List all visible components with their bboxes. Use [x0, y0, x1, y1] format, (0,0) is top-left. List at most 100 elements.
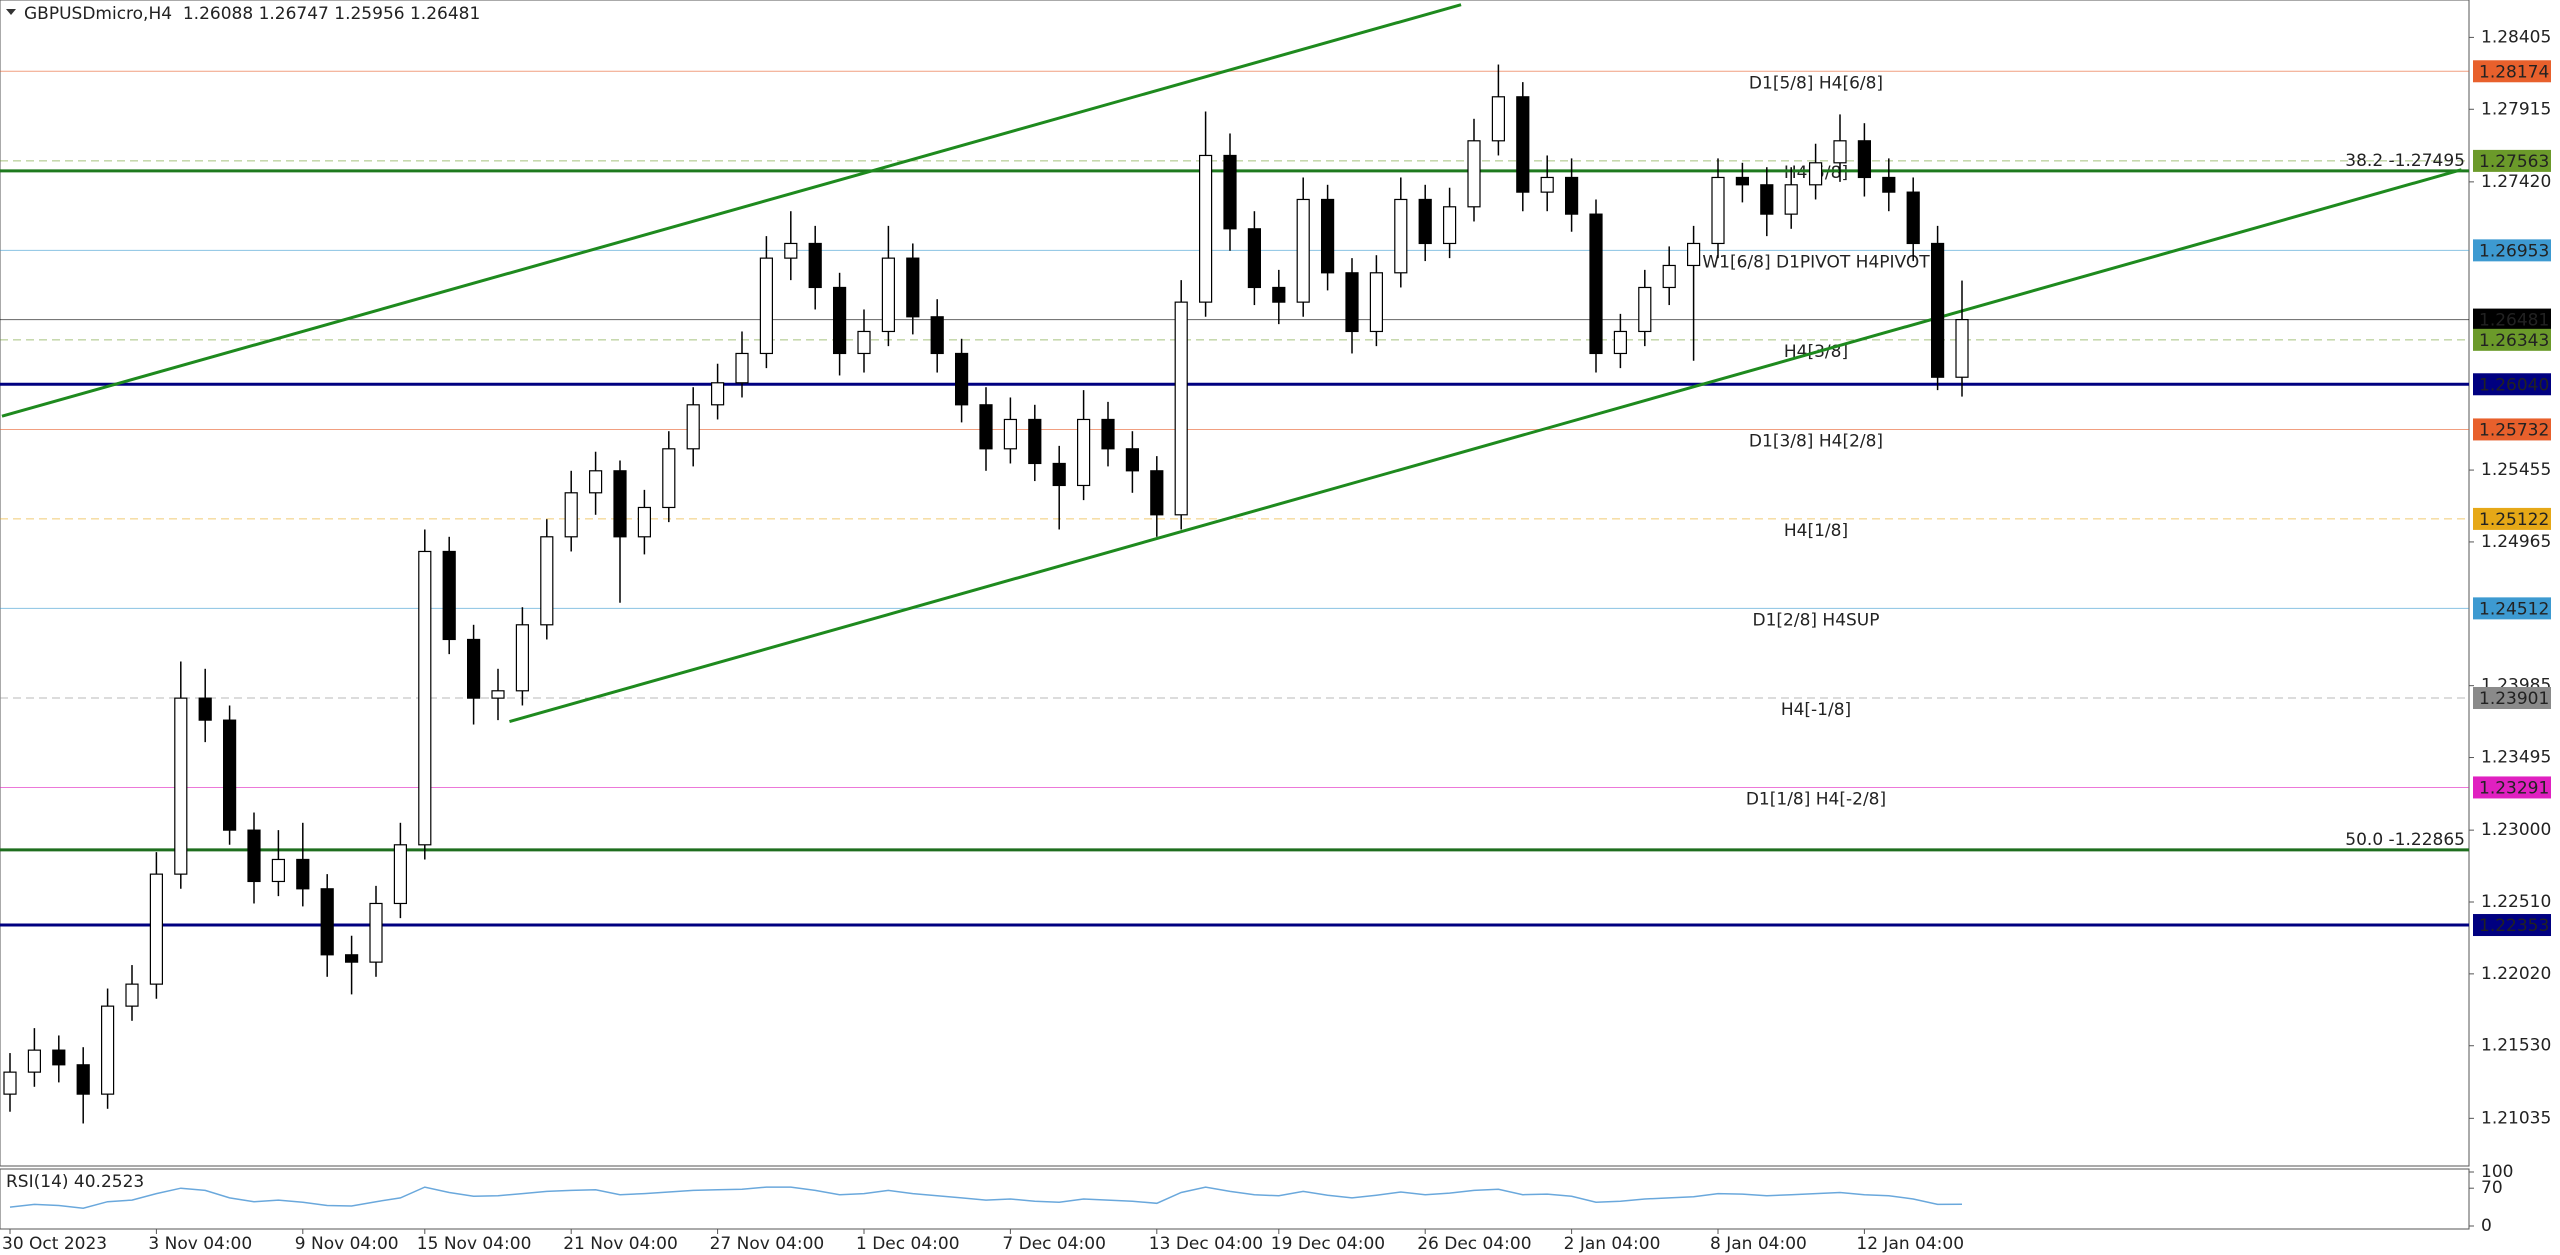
candle-body [588, 470, 603, 494]
y-tick-label: 1.21035 [2481, 1108, 2551, 1128]
level-label: D1[2/8] H4SUP [1752, 610, 1879, 630]
candle-body [1467, 140, 1481, 208]
candle-body [1540, 176, 1554, 193]
candle-body [1125, 448, 1140, 472]
candle-body [1760, 184, 1774, 215]
candle-body [1028, 418, 1042, 465]
candle-body [662, 448, 676, 509]
price-box-label: 1.23901 [2479, 689, 2549, 709]
rsi-tick-label: 70 [2481, 1178, 2503, 1198]
x-tick-label: 8 Jan 04:00 [1710, 1234, 1807, 1254]
candle-body [1857, 140, 1872, 179]
candle-body [1296, 198, 1310, 303]
candle-body [1638, 286, 1652, 333]
candle-body [1808, 162, 1823, 186]
x-tick-label: 13 Dec 04:00 [1149, 1234, 1263, 1254]
y-tick-label: 1.22510 [2481, 892, 2551, 912]
candle-body [1345, 272, 1359, 333]
price-box-label: 1.28174 [2479, 62, 2549, 82]
candle-body [613, 470, 627, 538]
candle-body [223, 719, 237, 831]
candle-body [1052, 462, 1066, 487]
price-box-label: 1.23291 [2479, 778, 2549, 798]
level-label: D1[3/8] H4[2/8] [1749, 431, 1883, 451]
candle-body [52, 1049, 66, 1066]
y-tick-label: 1.24965 [2481, 532, 2551, 552]
candle-body [540, 536, 554, 626]
candle-body [1198, 154, 1213, 303]
level-label: W1[6/8] D1PIVOT H4PIVOT [1702, 252, 1930, 272]
x-tick-label: 12 Jan 04:00 [1856, 1234, 1964, 1254]
x-tick-label: 26 Dec 04:00 [1417, 1234, 1531, 1254]
price-box [2473, 328, 2551, 351]
candle-body [906, 257, 920, 318]
level-label: H4[-1/8] [1781, 700, 1851, 720]
candle-body [1369, 272, 1384, 333]
candle-body [1150, 470, 1164, 516]
price-box-label: 1.25122 [2479, 510, 2549, 530]
candle-body [735, 352, 749, 384]
chart-title: GBPUSDmicro,H4 1.26088 1.26747 1.25956 1… [24, 4, 480, 24]
candle-body [1662, 264, 1676, 289]
level-label: D1[1/8] H4[-2/8] [1746, 789, 1886, 809]
price-box [2473, 373, 2551, 396]
candle-body [1906, 191, 1920, 245]
price-box-label: 1.26343 [2479, 331, 2549, 351]
rsi-frame [0, 1168, 2470, 1230]
price-box [2473, 239, 2551, 262]
y-tick-label: 1.27915 [2481, 99, 2551, 119]
candle-body [1174, 301, 1188, 516]
rsi-line [9, 1186, 1963, 1209]
x-tick-label: 3 Nov 04:00 [148, 1234, 252, 1254]
x-tick-label: 27 Nov 04:00 [710, 1234, 825, 1254]
candle-body [320, 888, 334, 956]
x-tick-label: 9 Nov 04:00 [295, 1234, 399, 1254]
candle-body [76, 1064, 90, 1095]
y-tick-label: 1.25455 [2481, 460, 2551, 480]
candle-body [1784, 184, 1798, 215]
candle-body [1223, 154, 1237, 230]
candle-body [1589, 213, 1603, 355]
candle-body [710, 382, 725, 406]
y-tick-label: 1.21530 [2481, 1036, 2551, 1056]
price-box [2473, 597, 2551, 620]
price-box-label: 1.26481 [2479, 311, 2549, 331]
candle-body [491, 690, 505, 699]
candle-body [271, 858, 285, 883]
candle-body [3, 1071, 17, 1095]
candle-body [1076, 418, 1091, 487]
x-tick-label: 15 Nov 04:00 [417, 1234, 532, 1254]
y-tick-label: 1.28405 [2481, 27, 2551, 47]
candle-body [1003, 418, 1018, 450]
candle-body [759, 257, 774, 355]
candle-body [1735, 176, 1750, 186]
candle-body [808, 242, 822, 289]
price-box-label: 1.26953 [2479, 241, 2549, 261]
menu-arrow[interactable] [6, 9, 16, 15]
candle-body [1418, 198, 1432, 245]
price-box-label: 1.27563 [2479, 152, 2549, 172]
candle-body [369, 902, 383, 963]
candle-body [930, 316, 944, 355]
y-tick-label: 1.27420 [2481, 172, 2551, 192]
candle-body [1442, 206, 1457, 245]
x-tick-label: 19 Dec 04:00 [1271, 1234, 1385, 1254]
price-box-label: 1.25732 [2479, 420, 2549, 440]
price-box [2473, 308, 2551, 331]
candle-body [442, 550, 456, 641]
price-box [2473, 686, 2551, 709]
price-box [2473, 776, 2551, 799]
candle-body [125, 983, 139, 1007]
price-box [2473, 60, 2551, 83]
candle-body [1101, 418, 1115, 450]
candle-body [1955, 318, 1969, 378]
candle-body [832, 286, 847, 355]
candle-body [247, 829, 261, 883]
y-tick-label: 1.23495 [2481, 748, 2551, 768]
candle-body [100, 1005, 115, 1095]
candle-body [1686, 242, 1701, 267]
candle-body [345, 954, 359, 963]
candle-body [149, 873, 163, 985]
